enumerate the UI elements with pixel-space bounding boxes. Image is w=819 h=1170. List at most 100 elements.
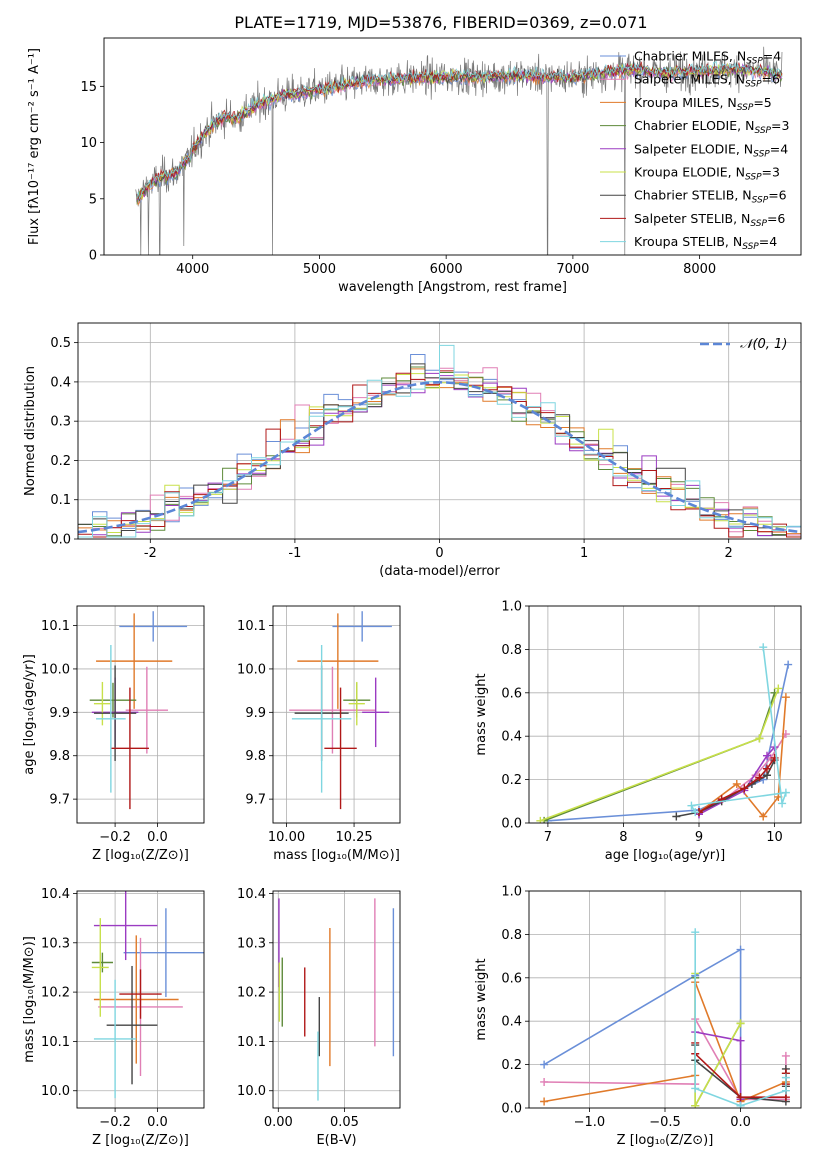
y-tick-label: 10.0 <box>237 662 266 677</box>
x-tick-label: 10.25 <box>335 830 372 845</box>
x-axis-label: wavelength [Angstrom, rest frame] <box>338 280 567 295</box>
x-tick-label: 8 <box>619 830 627 845</box>
legend-text: Chabrier MILES, N <box>634 49 746 64</box>
y-tick-label: 10.1 <box>41 1035 70 1050</box>
x-tick-label: 0.0 <box>147 1115 168 1130</box>
y-tick-label: 10.0 <box>41 662 70 677</box>
y-tick-label: 0 <box>89 249 97 264</box>
y-tick-label: 0.2 <box>501 773 522 788</box>
y-tick-label: 9.8 <box>49 749 70 764</box>
x-tick-label: 7 <box>544 830 552 845</box>
y-tick-label: 10.3 <box>41 936 70 951</box>
y-tick-label: 0.8 <box>501 928 522 943</box>
y-tick-label: 0.2 <box>501 1058 522 1073</box>
x-tick-label: 0.0 <box>147 830 168 845</box>
y-axis-label: Normed distribution <box>23 366 38 496</box>
panel-residuals: -2 -1 0 1 2 0.0 0.1 0.2 0.3 0.4 0.5 (data-model)/er… <box>23 322 802 579</box>
marker-kroupa_elodie <box>774 684 783 693</box>
y-tick-label: 10.2 <box>237 986 266 1001</box>
x-tick-label: 0 <box>435 546 443 561</box>
y-tick-label: 0.0 <box>50 533 71 548</box>
legend-text: Chabrier ELODIE, N <box>634 118 754 133</box>
y-tick-label: 0.6 <box>501 686 522 701</box>
axes-frame <box>272 605 401 824</box>
x-tick-label: 0.0 <box>730 1115 751 1130</box>
legend-sub: SSP <box>742 242 759 252</box>
x-tick-label: -2 <box>144 546 157 561</box>
y-axis-label: age [log₁₀(age/yr)] <box>22 654 37 775</box>
y-tick-label: 10.0 <box>237 1084 266 1099</box>
plot-area-weight_vs_age <box>536 643 793 823</box>
marker-kroupa_stelib <box>778 799 787 808</box>
legend-tail: =3 <box>762 165 780 180</box>
x-axis-label: age [log₁₀(age/yr)] <box>605 848 726 863</box>
axes-frame <box>77 322 802 540</box>
x-tick-label: 0.05 <box>330 1115 359 1130</box>
axes-frame <box>272 890 401 1109</box>
marker-kroupa_elodie <box>736 1019 745 1028</box>
y-axis-label: Flux [fλ10⁻¹⁷ erg cm⁻² s⁻¹ A⁻¹] <box>27 48 42 245</box>
legend-sub: SSP <box>737 103 754 113</box>
y-tick-label: 10.1 <box>237 619 266 634</box>
x-tick-label: 8000 <box>683 262 716 277</box>
y-axis-label: mass [log₁₀(M/M⊙)] <box>22 936 37 1063</box>
marker-kroupa_elodie <box>536 816 545 823</box>
x-tick-label: 7000 <box>556 262 589 277</box>
y-tick-label: 9.8 <box>245 749 266 764</box>
y-tick-label: 10.1 <box>237 1035 266 1050</box>
axes-frame <box>103 37 802 256</box>
model-line-kroupa_stelib <box>136 60 783 200</box>
marker-chabrier_miles <box>736 945 745 954</box>
marker-salpeter_elodie <box>736 1036 745 1045</box>
legend-tail: =6 <box>768 188 786 203</box>
panel-mass_vs_ebv: 0.00 0.05 10.0 10.1 10.2 10.3 10.4 E(B-V) <box>237 887 401 1148</box>
marker-kroupa_stelib <box>759 643 768 652</box>
marker-salpeter_stelib <box>763 764 771 773</box>
legend-text: Salpeter MILES, N <box>634 72 745 87</box>
legend-sub: SSP <box>750 219 767 229</box>
y-tick-label: 10.2 <box>41 986 70 1001</box>
y-tick-label: 10.1 <box>41 619 70 634</box>
marker-kroupa_miles <box>732 779 741 788</box>
y-tick-label: 9.9 <box>49 706 70 721</box>
marker-chabrier_miles <box>540 1060 549 1069</box>
y-tick-label: 0.3 <box>50 415 71 430</box>
x-axis-label: Z [log₁₀(Z/Z⊙)] <box>617 1133 714 1148</box>
legend-tail: =6 <box>762 72 780 87</box>
legend-label-kroupa_stelib: Kroupa STELIB, NSSP=4 <box>634 234 777 252</box>
marker-kroupa_elodie <box>691 1101 700 1108</box>
x-tick-label: 6000 <box>430 262 463 277</box>
legend-sub: SSP <box>753 149 770 159</box>
plot-area-spectrum <box>135 46 783 255</box>
y-tick-label: 0.1 <box>50 493 71 508</box>
y-tick-label: 9.7 <box>245 793 266 808</box>
y-tick-label: 10.3 <box>237 936 266 951</box>
x-tick-label: 9 <box>695 830 703 845</box>
legend-tail: =6 <box>767 211 785 226</box>
y-tick-label: 10.0 <box>41 1084 70 1099</box>
x-tick-label: 4000 <box>176 262 209 277</box>
x-tick-label: −1.0 <box>574 1115 606 1130</box>
panel-mass_vs_Z: −0.2 0.0 10.0 10.1 10.2 10.3 10.4 Z [log₁₀(Z/Z⊙… <box>22 887 205 1148</box>
legend-sub: SSP <box>745 80 762 90</box>
series-line-chabrier_miles <box>543 948 742 1106</box>
marker-salpeter_miles <box>781 1051 790 1060</box>
y-tick-label: 0.4 <box>50 375 71 390</box>
y-tick-label: 0.8 <box>501 643 522 658</box>
marker-salpeter_elodie <box>763 751 771 760</box>
y-tick-label: 10.4 <box>237 887 266 902</box>
x-tick-label: 2 <box>725 546 733 561</box>
legend-label-salpeter_elodie: Salpeter ELODIE, NSSP=4 <box>634 141 788 159</box>
marker-chabrier_stelib <box>672 812 681 821</box>
x-tick-label: 10 <box>766 830 783 845</box>
x-tick-label: −0.2 <box>99 1115 131 1130</box>
plot-area-age_vs_Z <box>89 611 188 810</box>
y-tick-label: 1.0 <box>501 885 522 900</box>
marker-chabrier_miles <box>784 660 793 669</box>
legend-label-gaussian: 𝒩(0, 1) <box>740 337 787 352</box>
marker-kroupa_stelib <box>781 1073 790 1082</box>
x-axis-label: Z [log₁₀(Z/Z⊙)] <box>92 848 189 863</box>
legend-label-kroupa_elodie: Kroupa ELODIE, NSSP=3 <box>634 165 780 183</box>
marker-kroupa_stelib <box>781 1086 790 1095</box>
